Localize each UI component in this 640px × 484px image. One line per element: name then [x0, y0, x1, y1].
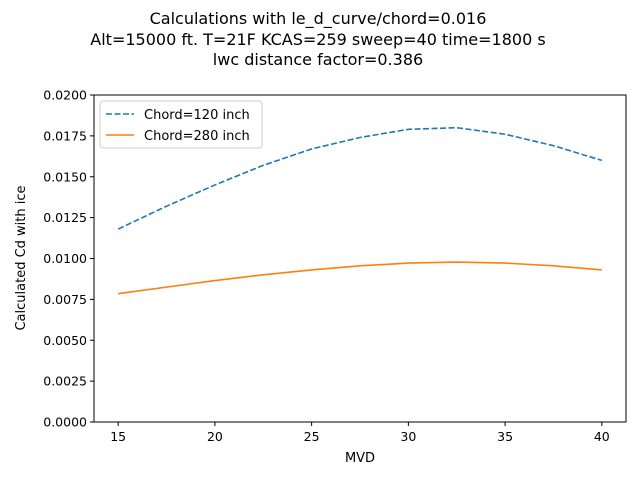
x-tick-label-35: 35 [497, 429, 513, 444]
y-tick-label-0.0125: 0.0125 [43, 210, 87, 225]
series-layer [117, 126, 603, 295]
y-tick-label-0.0150: 0.0150 [43, 169, 87, 184]
y-tick-label-0.0175: 0.0175 [43, 128, 87, 143]
y-tick-label-0.0200: 0.0200 [43, 88, 87, 103]
x-tick-label-20: 20 [207, 429, 223, 444]
x-tick-label-25: 25 [304, 429, 320, 444]
legend-label-chord-280: Chord=280 inch [144, 129, 250, 144]
y-axis-label: Calculated Cd with ice [14, 185, 29, 330]
title-line-2: Alt=15000 ft. T=21F KCAS=259 sweep=40 ti… [90, 30, 545, 49]
x-tick-label-15: 15 [110, 429, 126, 444]
title-line-3: lwc distance factor=0.386 [213, 50, 423, 69]
ticks-layer: 15 20 25 30 35 40 0.0000 0.0025 0.0050 0.0075 0.01… [43, 88, 610, 445]
y-tick-label-0.0100: 0.0100 [43, 251, 87, 266]
x-tick-label-30: 30 [400, 429, 416, 444]
plot-frame [93, 94, 627, 423]
x-tick-label-40: 40 [594, 429, 610, 444]
y-tick-label-0.0000: 0.0000 [43, 415, 87, 430]
series-line-chord-280-inch [118, 261, 602, 295]
x-axis-label: MVD [345, 451, 375, 466]
title-line-1: Calculations with le_d_curve/chord=0.016 [150, 9, 487, 29]
legend-label-chord-120: Chord=120 inch [144, 108, 250, 123]
legend: Chord=120 inch Chord=280 inch [99, 100, 263, 149]
legend-box [99, 100, 263, 149]
chart-title: Calculations with le_d_curve/chord=0.016… [90, 9, 545, 69]
y-tick-label-0.0025: 0.0025 [43, 374, 87, 389]
series-line-chord-120-inch [117, 126, 603, 230]
y-tick-label-0.0075: 0.0075 [43, 292, 87, 307]
y-tick-label-0.0050: 0.0050 [43, 333, 87, 348]
